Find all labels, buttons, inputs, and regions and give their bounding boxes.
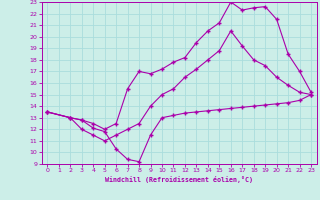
X-axis label: Windchill (Refroidissement éolien,°C): Windchill (Refroidissement éolien,°C) [105,176,253,183]
